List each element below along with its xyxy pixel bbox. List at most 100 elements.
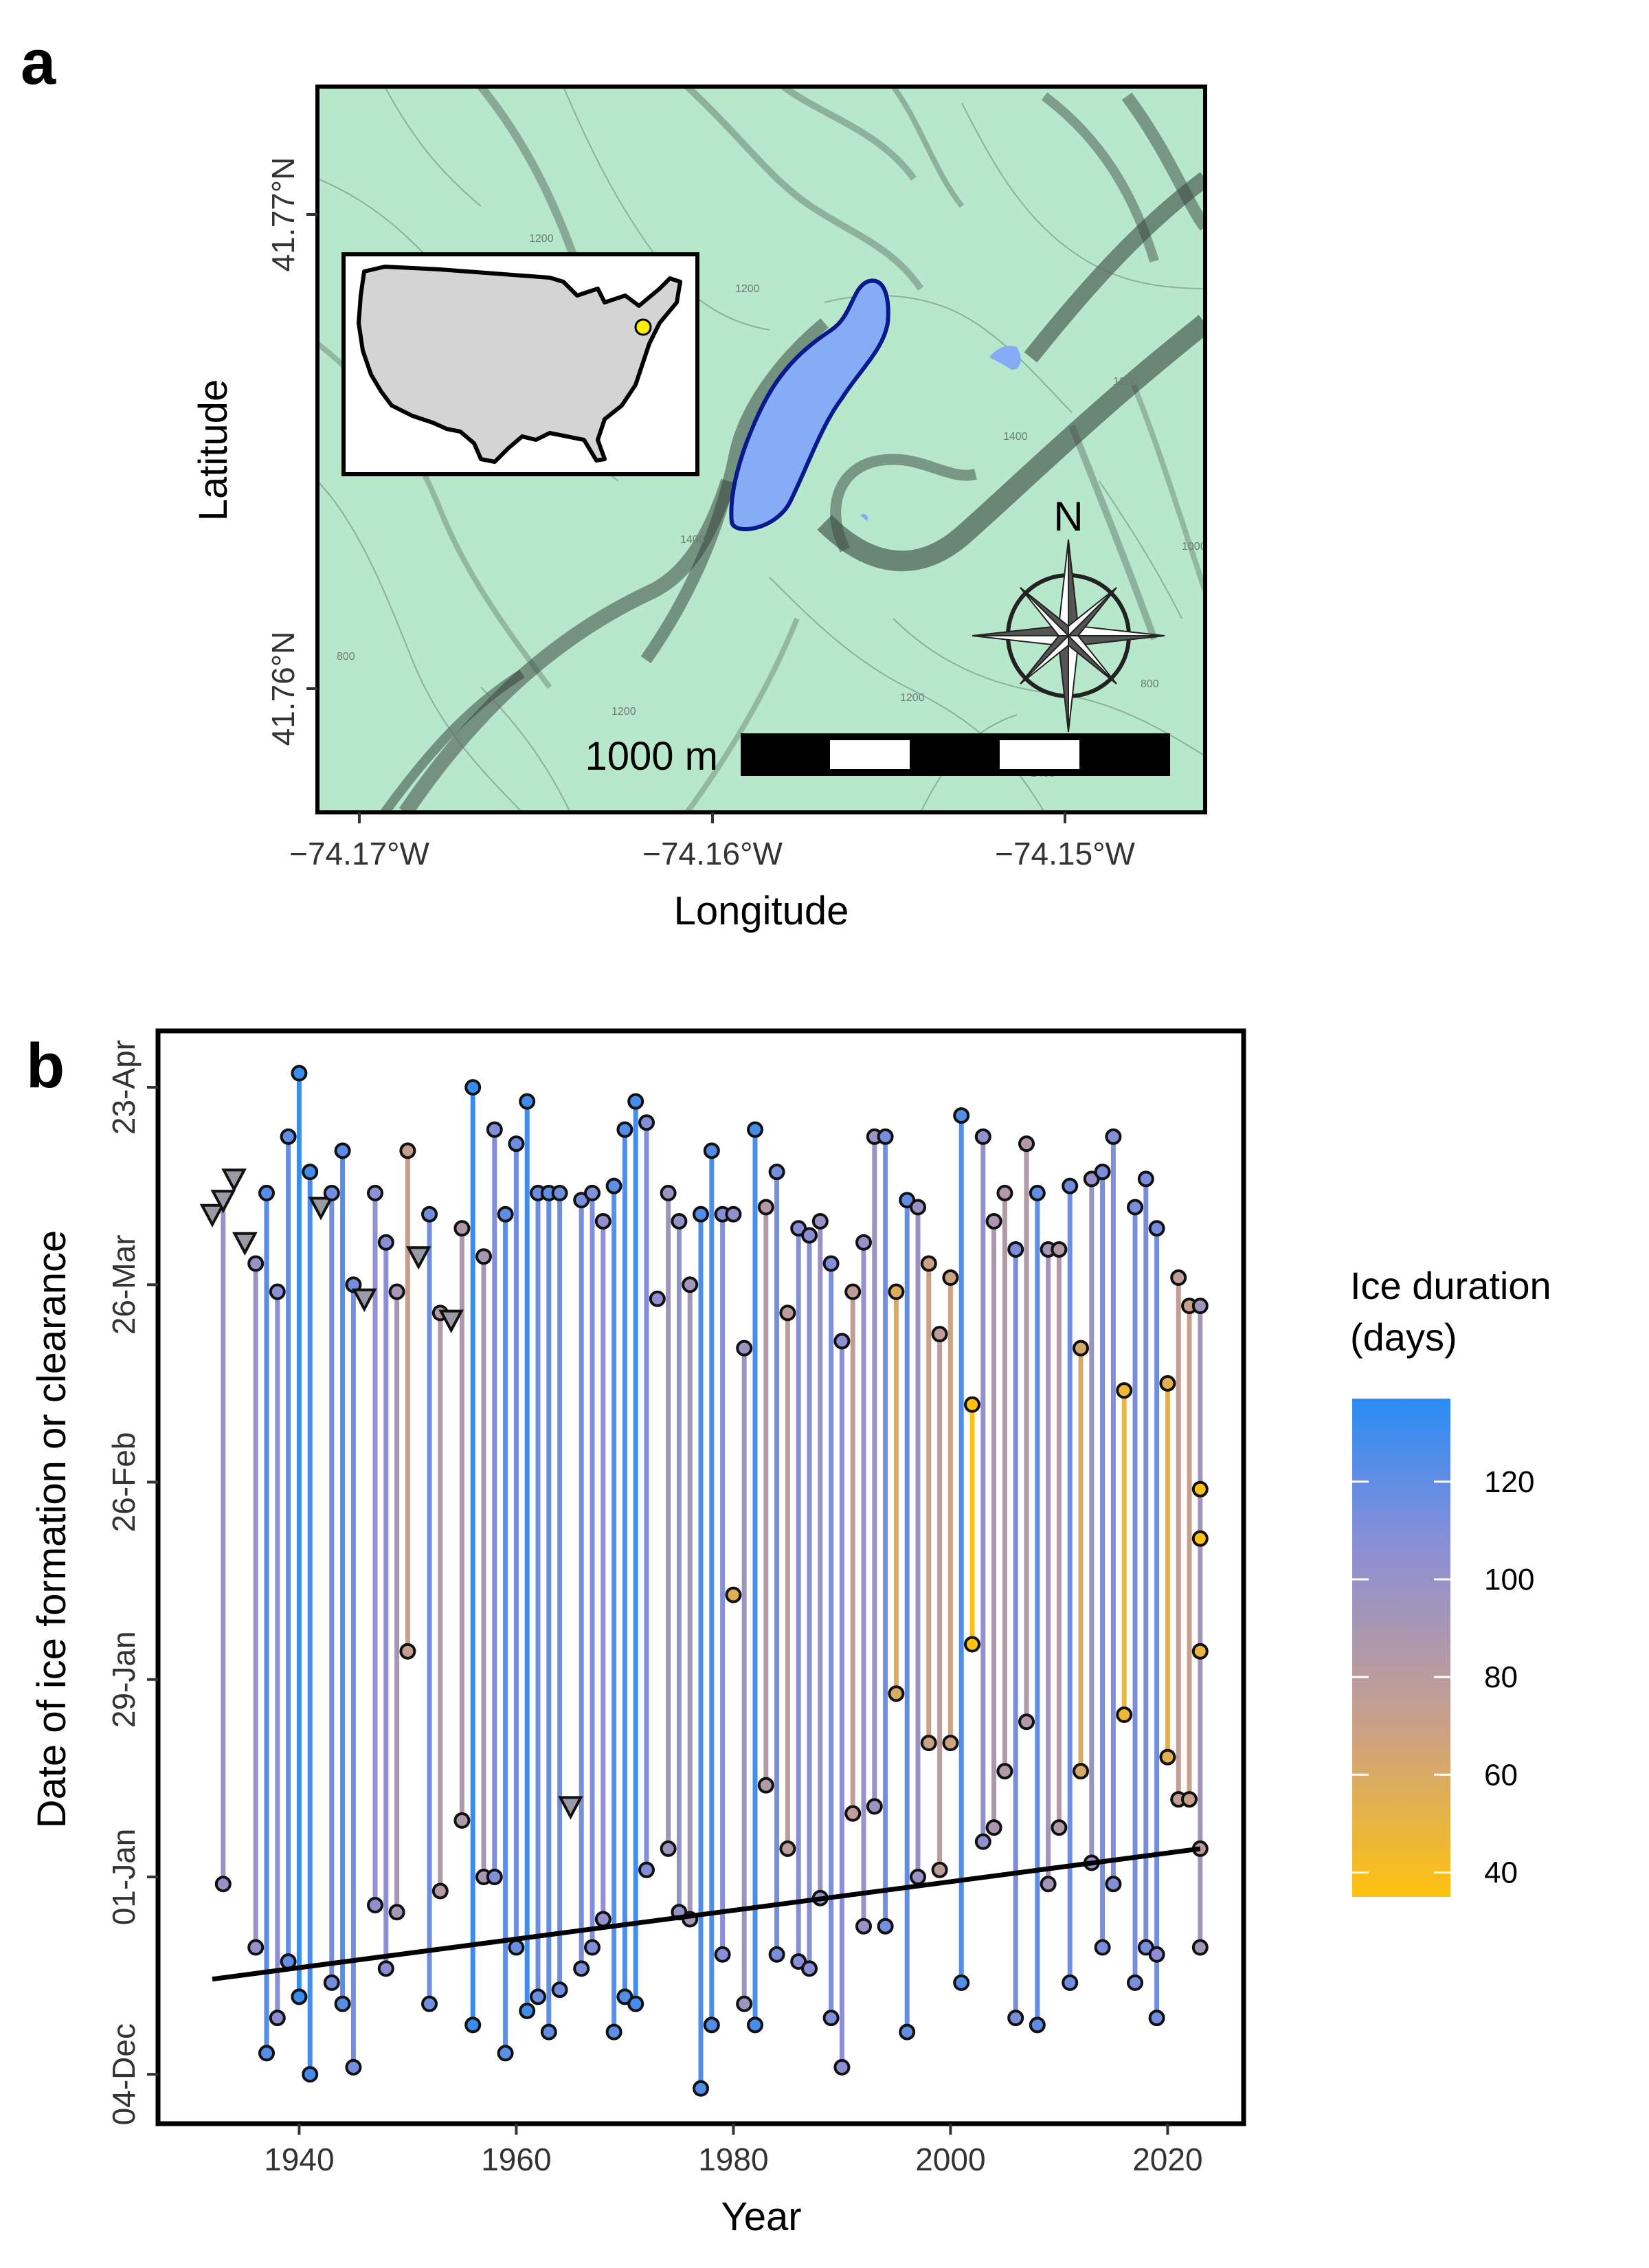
ice-on-point [399, 1643, 416, 1660]
ice-off-point [768, 1164, 785, 1181]
y-tick-label: 26-Feb [106, 1432, 142, 1533]
date-points [199, 1065, 1209, 2097]
ice-on-point [757, 1777, 774, 1794]
ice-off-point [985, 1212, 1002, 1230]
ice-off-point [464, 1079, 482, 1096]
ice-on-point [291, 1988, 308, 2005]
y-tick-label: 01-Jan [106, 1829, 142, 1926]
ice-off-point [671, 1212, 688, 1230]
ice-on-point [1148, 2010, 1165, 2027]
ice-on-point [497, 2045, 514, 2062]
ice-on-point [1191, 1939, 1209, 1956]
plot-area [199, 1065, 1209, 2097]
ice-off-point [605, 1177, 622, 1194]
y-tick-label: 04-Dec [106, 2023, 142, 2125]
ice-on-point [638, 1861, 655, 1878]
y-tick-label: 29-Jan [106, 1631, 142, 1728]
trend-line [212, 1846, 1201, 1982]
ice-on-point [899, 2023, 916, 2041]
ice-off-point [833, 1333, 851, 1350]
ice-off-point [1159, 1375, 1176, 1392]
contour-label: 1200 [1113, 376, 1138, 388]
ice-on-point [421, 1995, 438, 2012]
ice-on-point [323, 1974, 340, 1991]
ice-off-point [323, 1184, 340, 1201]
contour-label: 1200 [735, 283, 760, 295]
ice-on-point [519, 2002, 536, 2019]
legend: Ice duration (days) 40 60 80 100 120 [1350, 1264, 1551, 1897]
ice-on-point [660, 1840, 677, 1857]
ice-off-point [703, 1142, 720, 1159]
legend-title-line2: (days) [1350, 1315, 1457, 1359]
ice-on-point [1007, 2010, 1024, 2027]
ice-on-point [258, 2045, 275, 2062]
legend-tick-label: 80 [1484, 1660, 1518, 1694]
map-x-tick: −74.15°W [995, 836, 1135, 871]
ice-off-point [486, 1121, 503, 1138]
ice-on-point [985, 1819, 1002, 1836]
ice-off-point [1105, 1128, 1122, 1145]
legend-colorbar [1352, 1399, 1450, 1897]
x-tick-label: 2000 [915, 2142, 985, 2177]
ice-on-point [464, 2016, 482, 2034]
chart-x-axis: 1940 1960 1980 2000 2020 [264, 2124, 1203, 2177]
ice-off-point [757, 1199, 774, 1216]
ice-off-point [584, 1184, 601, 1201]
north-arrow-icon [972, 539, 1165, 733]
ice-on-point [910, 1868, 926, 1885]
ice-on-point [855, 1917, 872, 1935]
ice-on-point [877, 1917, 894, 1935]
ice-on-point [367, 1897, 383, 1913]
ice-on-point [801, 1960, 818, 1977]
scale-label: 1000 m [585, 734, 718, 779]
ice-on-point [931, 1861, 948, 1878]
ice-off-point [682, 1276, 699, 1293]
map-frame [315, 85, 1207, 814]
censored-marker [199, 1203, 225, 1227]
ice-off-point [747, 1121, 763, 1138]
ice-off-point [660, 1184, 677, 1201]
censored-marker [351, 1288, 377, 1313]
ice-off-point [1018, 1135, 1035, 1153]
censored-marker [308, 1197, 334, 1221]
map-x-label: Longitude [674, 889, 849, 933]
ice-on-point [844, 1805, 862, 1822]
ice-off-point [551, 1184, 568, 1201]
ice-off-point [779, 1304, 796, 1322]
ice-on-point [703, 2016, 720, 2034]
ice-off-point [519, 1093, 536, 1110]
ice-on-point [1127, 1974, 1143, 1991]
usa-outline [357, 265, 682, 464]
ice-off-point [736, 1339, 753, 1357]
legend-tick-label: 40 [1484, 1856, 1518, 1889]
ice-on-point [1040, 1876, 1057, 1893]
ice-off-point [801, 1227, 818, 1244]
ice-off-point [1094, 1164, 1111, 1181]
ice-off-point [247, 1255, 265, 1272]
contour-label: 800 [1141, 678, 1159, 690]
ice-on-point [779, 1840, 796, 1857]
ice-off-point [616, 1121, 633, 1138]
ice-off-point [1062, 1177, 1079, 1194]
ice-off-point [877, 1128, 894, 1145]
chart-y-label: Date of ice formation or clearance [30, 1230, 74, 1828]
map-y-axis: 41.77°N 41.76°N Latitude [191, 157, 317, 746]
contour-label: 800 [337, 651, 355, 663]
ice-off-point [931, 1326, 948, 1343]
legend-tick-label: 60 [1484, 1758, 1518, 1792]
ice-on-point [1116, 1706, 1133, 1724]
inset-usa-map [341, 252, 699, 476]
ice-on-point [1191, 1643, 1209, 1660]
ice-on-point [594, 1911, 612, 1928]
ice-off-point [1051, 1241, 1068, 1258]
ice-off-point [334, 1142, 351, 1159]
chart-y-axis: 04-Dec 01-Jan 29-Jan 26-Feb 26-Mar 23-Apr [106, 1040, 158, 2125]
ice-on-point [1062, 1974, 1079, 1991]
contour-label: 1400 [1003, 431, 1028, 443]
map-x-tick: −74.16°W [642, 836, 783, 871]
ice-on-point [627, 1995, 644, 2012]
lake [729, 278, 890, 531]
ice-off-point [996, 1184, 1013, 1201]
ice-off-point [910, 1199, 926, 1216]
